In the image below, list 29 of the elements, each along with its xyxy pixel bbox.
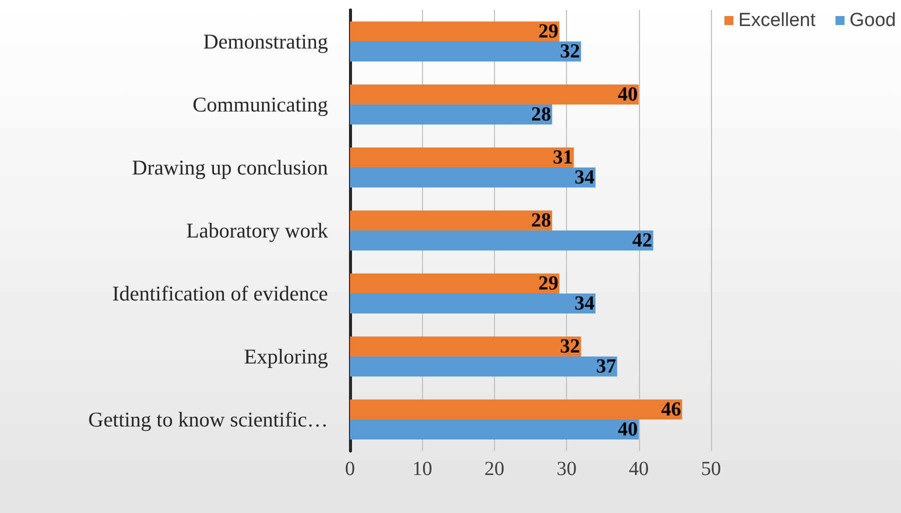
data-label: 34 <box>574 166 594 188</box>
data-label: 42 <box>632 230 652 252</box>
x-tick-label: 30 <box>556 458 577 480</box>
y-tick-label: Drawing up conclusion <box>132 156 328 180</box>
data-label: 29 <box>538 20 558 42</box>
data-label: 32 <box>560 40 580 62</box>
data-label: 40 <box>618 418 638 440</box>
x-tick-label: 20 <box>484 458 504 480</box>
y-tick-label: Exploring <box>244 344 328 368</box>
data-label: 34 <box>574 292 594 314</box>
data-label: 40 <box>618 84 638 106</box>
legend-label: Good <box>850 10 896 31</box>
x-tick-label: 50 <box>701 458 721 480</box>
data-label: 46 <box>661 398 682 420</box>
x-tick-label: 40 <box>628 458 649 480</box>
y-tick-label: Laboratory work <box>186 218 328 242</box>
y-tick-label: Demonstrating <box>203 30 328 54</box>
data-label: 28 <box>531 104 552 126</box>
x-tick-label: 0 <box>345 458 355 480</box>
data-label: 29 <box>538 272 558 294</box>
y-tick-label: Identification of evidence <box>112 282 328 306</box>
data-label: 37 <box>596 356 616 378</box>
data-label: 28 <box>531 210 552 232</box>
data-label: 31 <box>552 146 573 168</box>
legend-label: Excellent <box>738 10 816 31</box>
data-label: 32 <box>560 336 580 358</box>
y-tick-label: Communicating <box>192 92 328 116</box>
x-tick-label: 10 <box>412 458 432 480</box>
y-tick-label: Getting to know scientific… <box>88 408 328 432</box>
